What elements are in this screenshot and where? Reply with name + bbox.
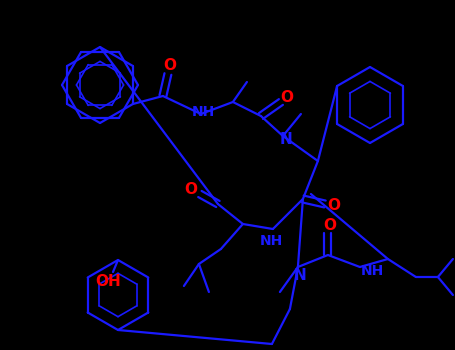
Text: NH: NH [259,234,283,248]
Text: O: O [328,198,340,214]
Text: NH: NH [191,105,215,119]
Text: NH: NH [360,264,384,278]
Text: O: O [324,217,336,232]
Text: N: N [293,267,306,282]
Text: O: O [163,58,177,74]
Text: O: O [184,182,197,197]
Text: OH: OH [95,274,121,289]
Text: O: O [280,90,293,105]
Text: N: N [279,132,292,147]
